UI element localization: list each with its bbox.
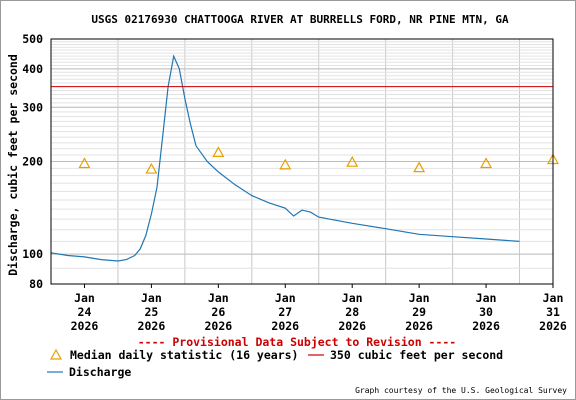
x-tick-label: Jan (141, 291, 162, 305)
x-tick-label: 2026 (204, 319, 232, 333)
discharge-line (50, 54, 520, 262)
x-tick-label: 2026 (405, 319, 433, 333)
median-marker (212, 146, 225, 158)
x-tick-label: 27 (278, 305, 292, 319)
legend-label: 350 cubic feet per second (330, 348, 503, 362)
x-tick-label: 25 (144, 305, 158, 319)
chart-title: USGS 02176930 CHATTOOGA RIVER AT BURRELL… (91, 13, 509, 26)
credit-text: Graph courtesy of the U.S. Geological Su… (355, 386, 567, 395)
x-tick-label: 2026 (338, 319, 366, 333)
x-tick-label: 2026 (472, 319, 500, 333)
median-marker (346, 155, 359, 167)
x-tick-label: 31 (546, 305, 560, 319)
median-marker (279, 158, 292, 170)
x-tick-label: Jan (275, 291, 296, 305)
y-tick-label: 500 (22, 32, 43, 46)
x-tick-label: 2026 (138, 319, 166, 333)
y-tick-label: 100 (22, 247, 43, 261)
x-tick-label: 2026 (539, 319, 567, 333)
median-marker (480, 157, 493, 169)
x-tick-label: 30 (479, 305, 493, 319)
legend-label: Discharge (69, 365, 131, 379)
x-tick-label: Jan (543, 291, 564, 305)
median-marker (78, 157, 91, 169)
legend-symbol (49, 348, 63, 360)
legend: Median daily statistic (16 years) 350 cub… (47, 348, 503, 379)
x-tick-label: 29 (412, 305, 426, 319)
x-tick-label: 24 (78, 305, 92, 319)
x-tick-label: Jan (74, 291, 95, 305)
median-marker (145, 162, 158, 174)
y-axis-label: Discharge, cubic feet per second (6, 54, 20, 276)
y-tick-label: 80 (29, 277, 43, 291)
x-tick-label: 28 (345, 305, 359, 319)
legend-label: Median daily statistic (16 years) (70, 348, 298, 362)
x-tick-label: Jan (476, 291, 497, 305)
x-tick-label: 2026 (271, 319, 299, 333)
x-tick-label: Jan (342, 291, 363, 305)
tick-labels: 80100200300400500Jan242026Jan252026Jan26… (22, 32, 567, 333)
provisional-notice: ---- Provisional Data Subject to Revisio… (138, 335, 457, 349)
series-layer (50, 54, 560, 262)
y-tick-label: 300 (22, 100, 43, 114)
x-tick-label: 26 (211, 305, 225, 319)
x-tick-label: Jan (409, 291, 430, 305)
y-tick-label: 200 (22, 155, 43, 169)
x-tick-label: 2026 (71, 319, 99, 333)
x-tick-label: Jan (208, 291, 229, 305)
plot-frame (50, 38, 554, 285)
y-tick-label: 400 (22, 62, 43, 76)
median-marker (413, 161, 426, 173)
